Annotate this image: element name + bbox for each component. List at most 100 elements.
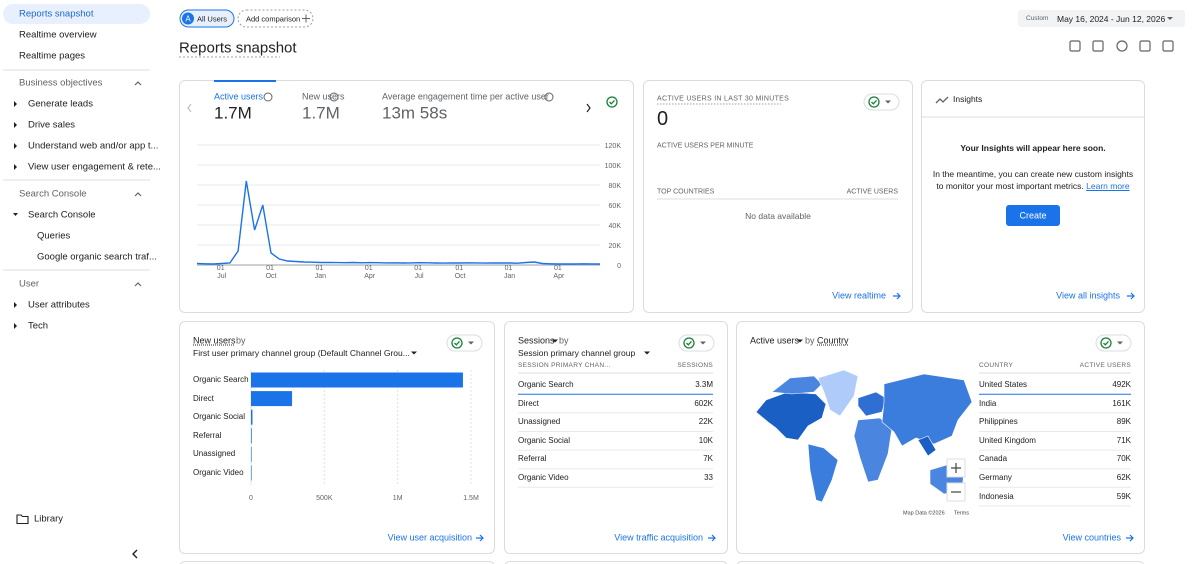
bar	[251, 372, 463, 388]
toolbar-icon[interactable]	[1092, 40, 1104, 52]
map-region	[853, 417, 893, 483]
date-picker[interactable]	[1018, 10, 1185, 27]
table-cell: 7K	[703, 454, 713, 464]
add-comparison-chip[interactable]	[237, 9, 314, 28]
metric-selector[interactable]: Sessions	[518, 335, 555, 346]
segment-name: All Users	[197, 13, 228, 23]
table-cell: Canada	[979, 454, 1008, 464]
toolbar-icon[interactable]	[1162, 40, 1174, 52]
nav-subitem[interactable]: Google organic search traf...	[37, 251, 157, 263]
card-link[interactable]: View user acquisition	[387, 532, 472, 543]
nav-item[interactable]: Reports snapshot	[19, 8, 94, 20]
insights-icon	[935, 96, 949, 104]
nav-subitem[interactable]: Queries	[37, 230, 71, 242]
nav-section-title: Search Console	[19, 188, 87, 200]
help-icon	[329, 92, 339, 102]
line-series	[196, 180, 601, 265]
table-cell: Philippines	[979, 417, 1018, 427]
nav-section-title: User	[19, 278, 40, 290]
x-tick-label: 01 Apr	[553, 265, 565, 280]
segment-chip[interactable]	[179, 9, 235, 28]
category-label: Referral	[193, 430, 222, 440]
expand-icon	[14, 323, 17, 329]
sessions-card	[504, 321, 728, 554]
map-credit: Map Data ©2026	[903, 510, 945, 517]
create-button[interactable]	[1006, 205, 1060, 226]
dimension-selector[interactable]: Session primary channel group	[518, 347, 636, 358]
card-link[interactable]: View traffic acquisition	[614, 532, 703, 543]
table-cell: Germany	[979, 473, 1012, 482]
insights-card	[921, 80, 1145, 313]
caret-icon	[644, 351, 650, 355]
table-cell: Organic Social	[518, 435, 571, 445]
nav-item[interactable]: Search Console	[28, 209, 96, 221]
nav-item[interactable]: Generate leads	[28, 98, 93, 110]
table-header: ACTIVE USERS	[846, 188, 898, 196]
card-link[interactable]: View countries	[1062, 532, 1121, 543]
empty-message: No data available	[745, 210, 811, 221]
nav-item[interactable]: Realtime pages	[19, 50, 86, 62]
bar	[251, 465, 252, 481]
metric-label[interactable]: New users	[302, 91, 345, 102]
table-cell: United States	[979, 380, 1028, 389]
compare-chip[interactable]	[1095, 334, 1132, 352]
overview-card	[179, 80, 634, 313]
arrow-icon	[1126, 534, 1134, 542]
map-terms[interactable]: Terms	[954, 510, 969, 517]
metric-label[interactable]: Average engagement time per active user	[382, 91, 549, 102]
bar	[251, 409, 253, 425]
learn-more-link[interactable]: Learn more	[1086, 181, 1130, 191]
table-cell: 71K	[1116, 435, 1131, 445]
dimension-selector[interactable]: Country	[817, 335, 849, 346]
page-title: Reports snapshot	[179, 39, 297, 57]
table-header: COUNTRY	[979, 361, 1014, 369]
bar	[251, 428, 252, 444]
chart-title-by: by	[805, 335, 815, 346]
x-tick-label: 1M	[393, 495, 403, 502]
nav-item[interactable]: Understand web and/or app t...	[28, 140, 159, 152]
segment-avatar	[182, 12, 194, 25]
nav-item[interactable]: Drive sales	[28, 119, 75, 131]
card-link[interactable]: View realtime	[832, 290, 886, 301]
metric-value: 13m 58s	[382, 103, 448, 123]
compare-chip[interactable]	[446, 334, 483, 352]
table-cell: India	[979, 398, 997, 408]
selected-nav-bg	[3, 4, 150, 24]
active-tab-indicator	[214, 80, 276, 82]
x-tick-label: 01 Jul	[414, 265, 424, 280]
metric-label[interactable]: Active users	[214, 91, 264, 102]
plus-icon	[302, 14, 310, 23]
collapse-icon	[134, 81, 142, 86]
arrow-icon	[1127, 292, 1135, 300]
prev-icon	[187, 103, 192, 113]
nav-item[interactable]: View user engagement & rete...	[28, 161, 161, 173]
dimension-selector[interactable]: First user primary channel group (Defaul…	[193, 347, 410, 358]
x-tick-label: 01 Jan	[315, 265, 326, 280]
card-link[interactable]: View all insights	[1056, 290, 1120, 301]
insights-title: Insights	[953, 93, 983, 104]
nav-item[interactable]: User attributes	[28, 299, 90, 311]
nav-item[interactable]: Realtime overview	[19, 29, 97, 41]
compare-chip[interactable]	[863, 93, 900, 111]
nav-section-title: Business objectives	[19, 77, 103, 89]
nav-item[interactable]: Tech	[28, 320, 49, 332]
table-cell: 161K	[1112, 398, 1131, 408]
compare-chip[interactable]	[678, 334, 715, 352]
check-icon	[871, 99, 877, 105]
table-cell: Unassigned	[518, 417, 561, 427]
map-region	[807, 443, 839, 503]
x-tick-label: 01 Jan	[504, 265, 515, 280]
category-label: Organic Social	[193, 412, 246, 422]
nav-item[interactable]: Library	[34, 513, 64, 525]
table-cell: 492K	[1112, 380, 1131, 389]
toolbar-icon[interactable]	[1139, 40, 1151, 52]
toolbar-icon[interactable]	[1116, 40, 1128, 52]
table-cell: 70K	[1116, 454, 1131, 464]
arrow-icon	[476, 534, 484, 542]
zoom-icon	[951, 463, 961, 473]
metric-selector[interactable]: Active users	[750, 335, 800, 346]
x-tick-label: 01 Oct	[266, 265, 277, 280]
category-label: Unassigned	[193, 449, 236, 459]
toolbar-icon[interactable]	[1069, 40, 1081, 52]
check-icon	[683, 337, 695, 349]
